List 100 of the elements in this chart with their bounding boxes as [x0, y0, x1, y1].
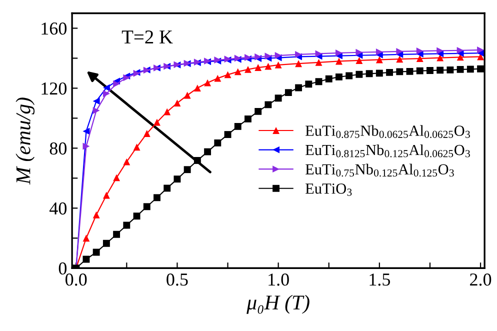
point [436, 47, 444, 54]
point [264, 62, 272, 70]
x-axis-title: μ₀H (T) [246, 294, 310, 314]
point [174, 176, 181, 183]
point [336, 58, 342, 65]
point [184, 166, 191, 174]
point [456, 54, 464, 61]
y-axis-title: M (emu/g) [16, 98, 35, 185]
point [113, 80, 120, 88]
point [174, 100, 181, 107]
point [92, 248, 100, 256]
point [477, 46, 484, 54]
point [214, 139, 222, 146]
x-tick-label: 0.5 [166, 273, 188, 286]
point [102, 240, 110, 247]
point [416, 67, 424, 74]
point [436, 54, 444, 62]
point [92, 107, 100, 114]
point [446, 66, 454, 74]
point [315, 50, 322, 58]
point [346, 72, 353, 80]
point [274, 61, 282, 68]
point [92, 211, 100, 218]
point [426, 67, 434, 74]
legend-label: EuTi$_{0.8125}$Nb$_{0.125}$Al$_{0.0625}$O$_{3}$ [306, 144, 470, 158]
point [456, 66, 464, 73]
point [244, 115, 252, 122]
point [164, 184, 171, 192]
point [234, 68, 242, 76]
point [204, 148, 212, 156]
point [133, 212, 140, 220]
point [154, 194, 160, 202]
point [234, 122, 242, 130]
point [366, 70, 373, 78]
point [92, 98, 100, 105]
point [164, 108, 171, 116]
y-tick-label: 40 [50, 202, 67, 215]
point [356, 70, 363, 78]
point [284, 89, 292, 96]
y-tick-label: 120 [42, 82, 67, 95]
annotation: T=2 K [122, 30, 173, 44]
point [406, 68, 414, 75]
point [102, 90, 110, 98]
x-tick-label: 1.5 [370, 274, 390, 286]
point [295, 50, 302, 58]
point [274, 52, 282, 59]
point [82, 128, 90, 135]
point [143, 130, 150, 137]
point [274, 94, 282, 102]
point [133, 144, 140, 151]
point [336, 73, 342, 80]
point [376, 70, 383, 77]
point [214, 74, 222, 82]
legend-label: EuTi$_{0.75}$Nb$_{0.125}$Al$_{0.125}$O$_{3}$ [306, 164, 454, 177]
point [102, 84, 110, 92]
point [325, 75, 332, 82]
point [194, 156, 201, 164]
point [315, 78, 322, 86]
point [204, 79, 212, 86]
point [386, 68, 394, 76]
point [224, 131, 232, 138]
point [264, 101, 272, 108]
y-tick-label: 80 [50, 142, 67, 155]
point [336, 49, 342, 56]
point [305, 80, 312, 88]
point [477, 65, 484, 72]
legend-label: EuTiO$_{3}$ [306, 183, 352, 196]
x-tick-label: 1.0 [268, 273, 289, 286]
point [82, 256, 90, 263]
point [396, 56, 404, 63]
point [416, 55, 424, 62]
point [143, 203, 150, 210]
point [82, 142, 90, 150]
point [244, 66, 252, 73]
point [456, 46, 464, 54]
point [123, 158, 130, 166]
point [154, 118, 160, 126]
legend-label: EuTi$_{0.875}$Nb$_{0.0625}$Al$_{0.0625}$O$_{3}$ [306, 125, 470, 138]
point [254, 64, 262, 71]
point [295, 84, 302, 92]
point [184, 92, 191, 99]
point [224, 71, 232, 78]
point [356, 48, 363, 56]
point [254, 108, 262, 115]
y-tick-label: 0 [58, 262, 67, 275]
point [416, 48, 424, 54]
point [82, 234, 90, 242]
point [194, 84, 201, 92]
point [102, 192, 110, 199]
y-tick-label: 160 [42, 22, 67, 35]
point [376, 48, 383, 56]
point [356, 56, 363, 64]
point [295, 60, 302, 68]
point [466, 66, 474, 73]
point [436, 66, 444, 74]
point [396, 68, 404, 76]
x-tick-label: 0.0 [66, 273, 87, 286]
x-tick-label: 2.0 [470, 273, 492, 286]
point [396, 48, 404, 55]
point [376, 56, 383, 64]
